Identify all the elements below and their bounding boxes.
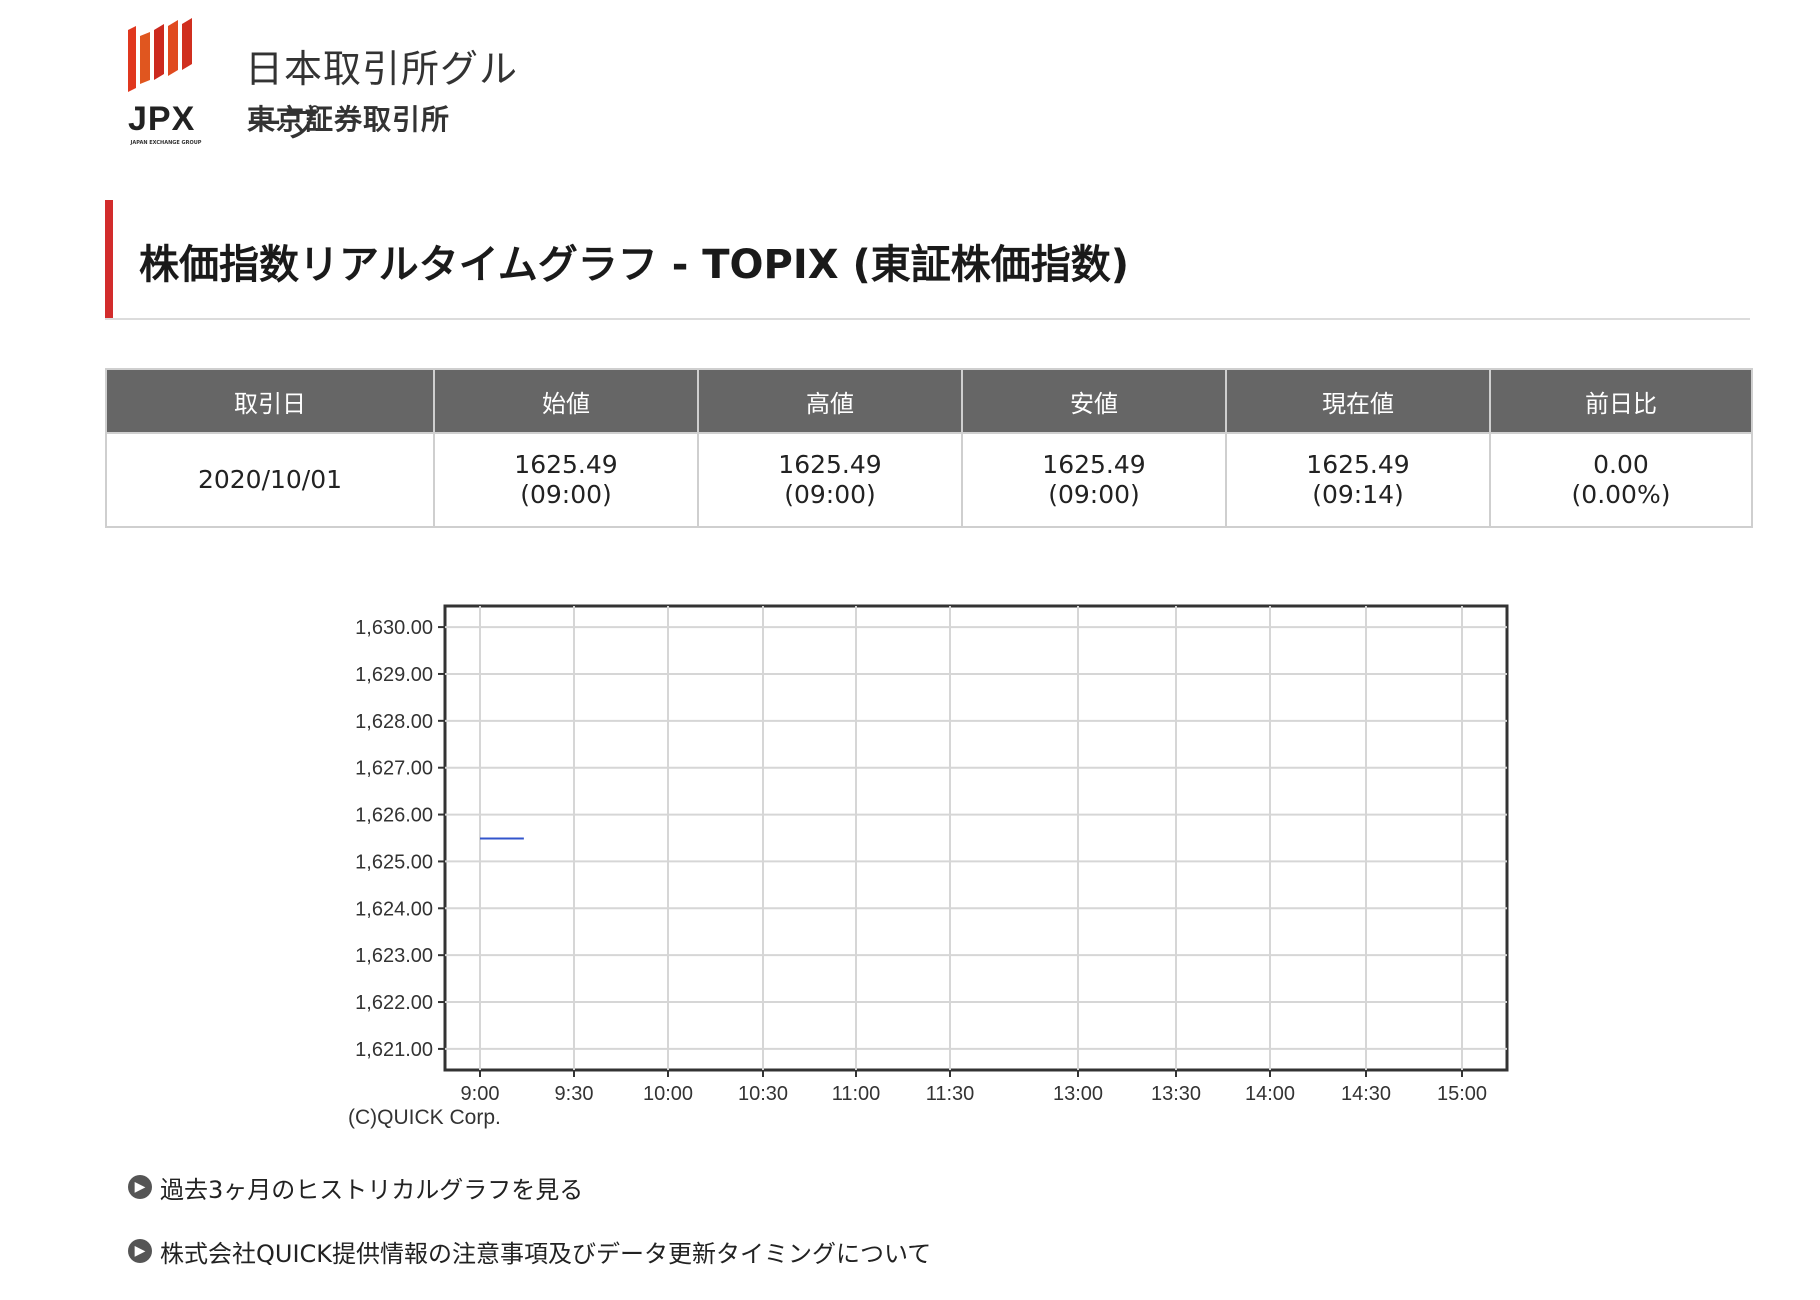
table-row: 2020/10/01 1625.49 (09:00) 1625.49 (09:0… (105, 432, 1753, 528)
chart-x-axis: 9:00 9:30 10:00 10:30 11:00 11:30 13:00 13:30 14… (461, 1070, 1487, 1105)
y-tick-label: 1,622.00 (355, 992, 433, 1014)
topix-intraday-chart: 1,630.00 1,629.00 1,628.00 1,627.00 1,626.00… (348, 604, 1509, 1129)
current-time: (09:14) (1312, 480, 1404, 509)
header-change: 前日比 (1489, 368, 1753, 434)
chart-plot-area (443, 604, 1509, 1072)
jpx-logo-mark-icon (128, 18, 192, 92)
jpx-logo-text: JPX (128, 100, 196, 138)
chevron-right-icon: ▶ (128, 1239, 152, 1263)
change-value: 0.00 (1593, 450, 1649, 479)
y-tick-label: 1,623.00 (355, 945, 433, 967)
x-tick-label: 9:30 (555, 1083, 594, 1105)
current-value: 1625.49 (1306, 450, 1410, 479)
quick-notice-link-label[interactable]: 株式会社QUICK提供情報の注意事項及びデータ更新タイミングについて (160, 1239, 932, 1268)
page-title: 株価指数リアルタイムグラフ - TOPIX (東証株価指数) (139, 242, 1130, 288)
x-tick-label: 11:00 (832, 1083, 881, 1105)
x-tick-label: 15:00 (1437, 1083, 1487, 1105)
cell-trade-date: 2020/10/01 (105, 432, 435, 528)
low-value: 1625.49 (1042, 450, 1146, 479)
y-tick-label: 1,625.00 (355, 851, 433, 873)
cell-current: 1625.49 (09:14) (1225, 432, 1491, 528)
open-time: (09:00) (520, 480, 612, 509)
x-tick-label: 9:00 (461, 1083, 500, 1105)
x-tick-label: 14:30 (1341, 1083, 1391, 1105)
chevron-right-icon: ▶ (128, 1175, 152, 1199)
jpx-logo-subtext: JAPAN EXCHANGE GROUP (130, 140, 202, 146)
header-open: 始値 (433, 368, 699, 434)
cell-change: 0.00 (0.00%) (1489, 432, 1753, 528)
footer-links: ▶ 過去3ヶ月のヒストリカルグラフを見る ▶ 株式会社QUICK提供情報の注意事… (128, 1172, 931, 1300)
y-tick-label: 1,630.00 (355, 617, 433, 639)
x-tick-label: 14:00 (1245, 1083, 1295, 1105)
quote-table: 取引日 始値 高値 安値 現在値 前日比 2020/10/01 1625.49 … (105, 368, 1753, 528)
exchange-name: 東京証券取引所 (247, 103, 451, 136)
y-tick-label: 1,629.00 (355, 664, 433, 686)
x-tick-label: 10:30 (738, 1083, 788, 1105)
page-heading: 株価指数リアルタイムグラフ - TOPIX (東証株価指数) (105, 200, 1750, 320)
y-tick-label: 1,624.00 (355, 898, 433, 920)
historical-graph-link[interactable]: ▶ 過去3ヶ月のヒストリカルグラフを見る (128, 1172, 931, 1204)
y-tick-label: 1,621.00 (355, 1039, 433, 1061)
header-low: 安値 (961, 368, 1227, 434)
chart-y-axis: 1,630.00 1,629.00 1,628.00 1,627.00 1,626.00… (355, 617, 445, 1061)
historical-graph-link-label[interactable]: 過去3ヶ月のヒストリカルグラフを見る (160, 1175, 584, 1204)
header-current: 現在値 (1225, 368, 1491, 434)
y-tick-label: 1,626.00 (355, 805, 433, 827)
low-time: (09:00) (1048, 480, 1140, 509)
x-tick-label: 11:30 (926, 1083, 975, 1105)
x-tick-label: 10:00 (643, 1083, 693, 1105)
high-value: 1625.49 (778, 450, 882, 479)
chart-grid (445, 606, 1507, 1070)
cell-high: 1625.49 (09:00) (697, 432, 963, 528)
header-trade-date: 取引日 (105, 368, 435, 434)
x-tick-label: 13:30 (1151, 1083, 1201, 1105)
change-percent: (0.00%) (1571, 480, 1671, 509)
y-tick-label: 1,628.00 (355, 711, 433, 733)
quick-notice-link[interactable]: ▶ 株式会社QUICK提供情報の注意事項及びデータ更新タイミングについて (128, 1236, 932, 1268)
y-tick-label: 1,627.00 (355, 758, 433, 780)
cell-open: 1625.49 (09:00) (433, 432, 699, 528)
cell-low: 1625.49 (09:00) (961, 432, 1227, 528)
high-time: (09:00) (784, 480, 876, 509)
heading-accent-bar (105, 200, 113, 318)
open-value: 1625.49 (514, 450, 618, 479)
x-tick-label: 13:00 (1053, 1083, 1103, 1105)
jpx-logo[interactable]: JPX JAPAN EXCHANGE GROUP 日本取引所グループ 東京証券取… (120, 18, 550, 158)
header-high: 高値 (697, 368, 963, 434)
group-name: 日本取引所グループ (245, 47, 519, 146)
chart-credit: (C)QUICK Corp. (348, 1106, 501, 1129)
quote-table-header-row: 取引日 始値 高値 安値 現在値 前日比 (105, 368, 1753, 434)
